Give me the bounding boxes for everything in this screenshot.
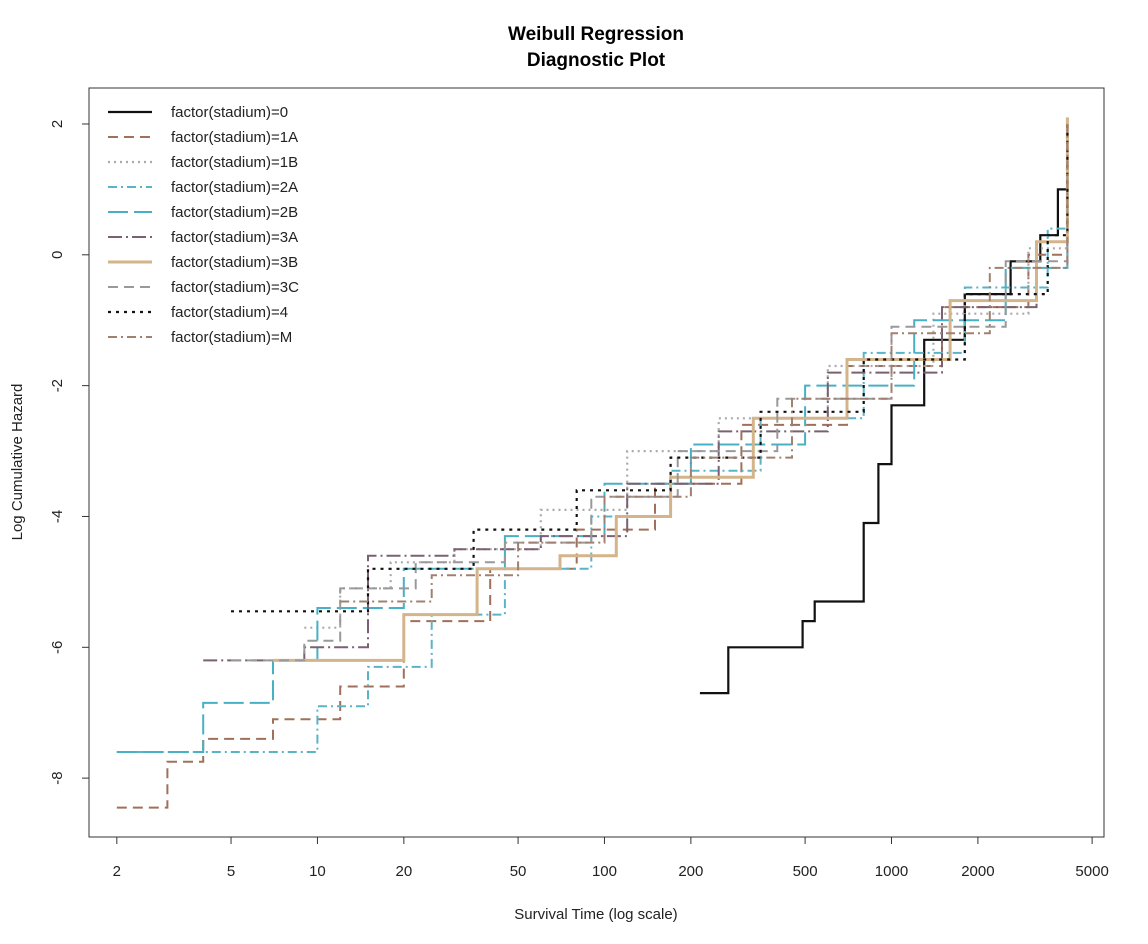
x-tick-label: 500: [793, 863, 818, 880]
y-tick-label: -4: [49, 510, 66, 523]
x-axis: 2 5 10 20 50 100 200 500 1000 2000 5000: [113, 836, 1109, 880]
legend-label: factor(stadium)=3C: [171, 279, 299, 296]
plot-frame: [88, 87, 1105, 838]
legend-label: factor(stadium)=1A: [171, 129, 298, 146]
series-layer: [116, 117, 1069, 809]
legend-label: factor(stadium)=4: [171, 304, 288, 321]
legend-label: factor(stadium)=3A: [171, 229, 298, 246]
series-line-8: [231, 124, 1069, 613]
series-line-7: [231, 124, 1069, 662]
legend-label: factor(stadium)=3B: [171, 254, 298, 271]
x-tick-label: 200: [678, 863, 703, 880]
x-tick-label: 20: [395, 863, 412, 880]
y-axis-title: Log Cumulative Hazard: [9, 384, 26, 541]
series-line-2: [304, 124, 1069, 629]
x-tick-label: 5000: [1075, 863, 1108, 880]
chart-subtitle: Diagnostic Plot: [527, 50, 666, 71]
y-tick-label: -8: [49, 771, 66, 784]
x-tick-label: 2000: [961, 863, 994, 880]
series-line-0: [699, 127, 1069, 695]
y-tick-label: 0: [49, 251, 66, 259]
x-tick-label: 1000: [875, 863, 908, 880]
y-tick-label: -2: [49, 379, 66, 392]
series-line-6: [273, 117, 1069, 662]
legend-label: factor(stadium)=2A: [171, 179, 298, 196]
y-tick-label: 2: [49, 120, 66, 128]
series-line-1: [116, 124, 1069, 809]
series-line-5: [203, 124, 1069, 662]
x-tick-label: 100: [592, 863, 617, 880]
legend-label: factor(stadium)=1B: [171, 154, 298, 171]
legend: factor(stadium)=0 factor(stadium)=1A facto…: [108, 104, 299, 346]
x-tick-label: 5: [227, 863, 235, 880]
chart-title: Weibull Regression: [508, 24, 684, 45]
legend-label: factor(stadium)=M: [171, 329, 292, 346]
series-line-9: [340, 124, 1069, 603]
legend-label: factor(stadium)=2B: [171, 204, 298, 221]
x-axis-title: Survival Time (log scale): [514, 906, 677, 923]
y-tick-label: -6: [49, 641, 66, 654]
legend-label: factor(stadium)=0: [171, 104, 288, 121]
y-axis: -8 -6 -4 -2 0 2: [49, 120, 90, 785]
x-tick-label: 50: [510, 863, 527, 880]
x-tick-label: 2: [113, 863, 121, 880]
x-tick-label: 10: [309, 863, 326, 880]
